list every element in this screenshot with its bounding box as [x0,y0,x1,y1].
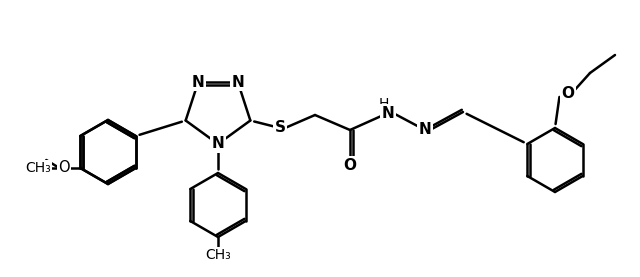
Text: N: N [191,75,204,90]
Text: O: O [344,158,356,173]
Text: H: H [379,97,389,111]
Text: CH₃: CH₃ [205,248,231,262]
Text: N: N [232,75,244,90]
Text: N: N [419,122,431,137]
Text: S: S [275,120,285,135]
Text: N: N [381,106,394,120]
Text: O: O [561,86,575,101]
Text: O: O [58,160,70,176]
Text: CH₃: CH₃ [26,161,51,175]
Text: N: N [212,137,225,152]
